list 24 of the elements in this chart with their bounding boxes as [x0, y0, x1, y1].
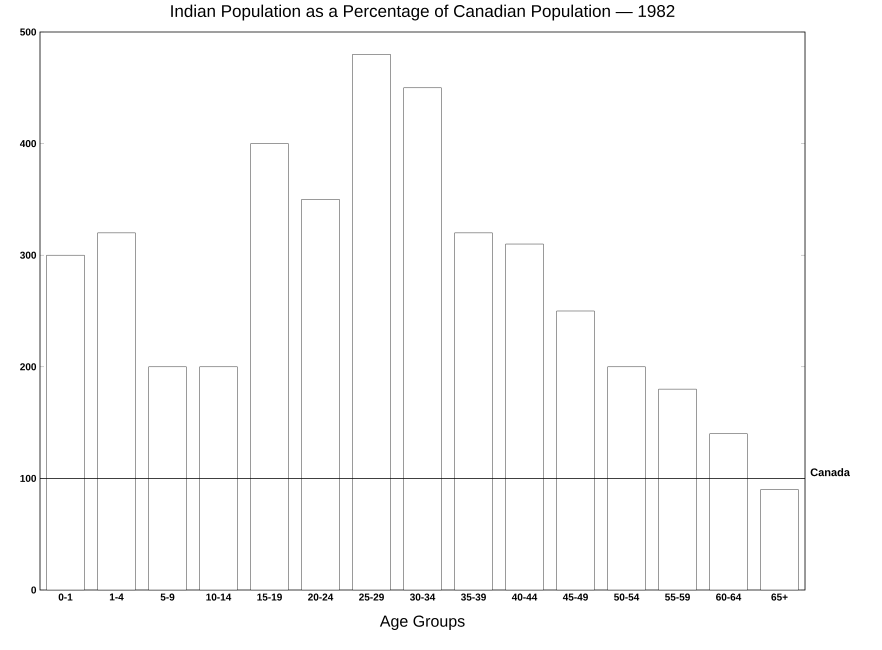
y-tick-label: 200 — [20, 363, 36, 370]
y-tick-label: 500 — [20, 28, 36, 36]
y-tick-label: 400 — [20, 140, 36, 148]
ref-line-label: Canada — [810, 468, 850, 476]
x-tick-label: 1-4 — [110, 594, 124, 600]
x-tick-label: 25-29 — [359, 594, 384, 601]
x-tick-label: 65+ — [771, 594, 788, 601]
x-tick-label: 15-19 — [257, 594, 282, 601]
x-tick-label: 55-59 — [665, 594, 690, 601]
x-axis-title: Age Groups — [380, 616, 465, 630]
x-tick-label: 20-24 — [308, 594, 334, 601]
x-tick-label: 60-64 — [716, 594, 742, 601]
x-tick-label: 10-14 — [206, 594, 232, 601]
x-tick-label: 45-49 — [562, 594, 588, 601]
x-tick-label: 5-9 — [160, 594, 174, 601]
y-tick-label: 300 — [20, 252, 36, 259]
x-tick-label: 40-44 — [512, 594, 538, 601]
chart-title: Indian Population as a Percentage of Canadian Population — 1982 — [171, 4, 674, 20]
y-tick-label: 0 — [31, 586, 36, 594]
x-tick-label: 50-54 — [614, 594, 640, 601]
y-tick-label: 100 — [20, 474, 36, 482]
x-tick-label: 0-1 — [58, 594, 72, 601]
x-tick-label: 30-34 — [410, 594, 436, 601]
x-tick-label: 35-39 — [460, 594, 486, 601]
